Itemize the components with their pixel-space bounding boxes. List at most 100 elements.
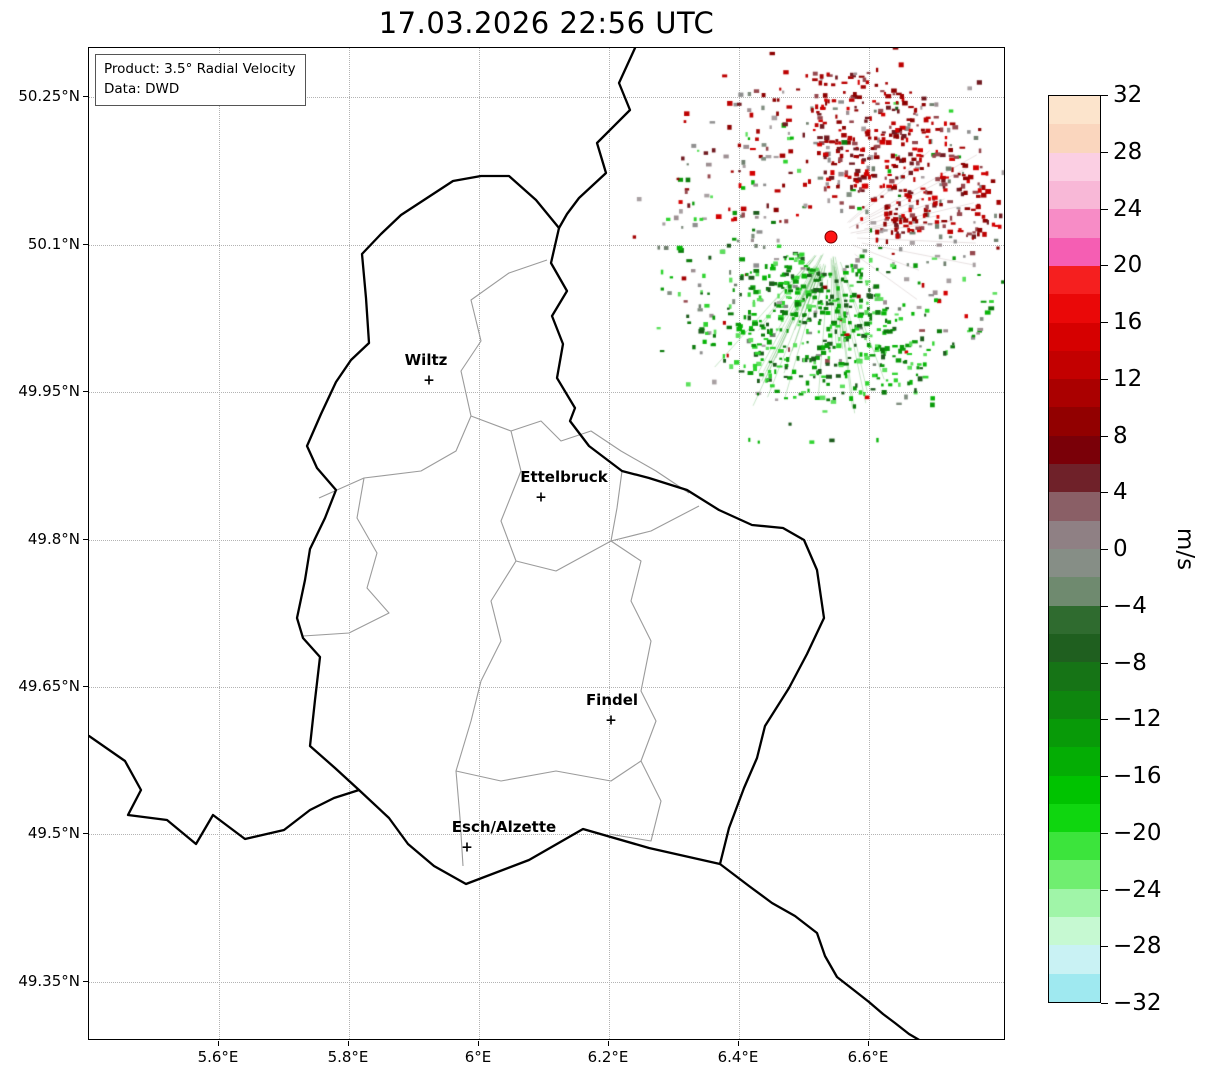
- colorbar-segment: [1049, 492, 1100, 521]
- colorbar-tick-label: −32: [1113, 990, 1162, 1016]
- colorbar-tick-label: 0: [1113, 536, 1128, 562]
- colorbar-tick-mark: [1101, 378, 1108, 380]
- colorbar-segment: [1049, 294, 1100, 323]
- colorbar-segment: [1049, 917, 1100, 946]
- data-source-label: Data: DWD: [104, 81, 180, 98]
- colorbar-unit-label: m/s: [1172, 527, 1198, 571]
- y-tick-label: 50.1°N: [27, 235, 80, 253]
- figure-title: 17.03.2026 22:56 UTC: [378, 6, 715, 40]
- colorbar-segment: [1049, 265, 1100, 295]
- colorbar-tick-mark: [1101, 719, 1108, 721]
- colorbar-tick-mark: [1101, 1003, 1108, 1004]
- x-tick-label: 6.6°E: [847, 1048, 889, 1066]
- y-tick-mark: [83, 391, 88, 392]
- x-tick-mark: [608, 1040, 609, 1046]
- x-tick-label: 6.4°E: [717, 1048, 759, 1066]
- colorbar-tick-label: 4: [1113, 479, 1128, 506]
- y-tick-mark: [83, 539, 88, 540]
- colorbar-tick-mark: [1101, 151, 1108, 153]
- colorbar-tick-label: −16: [1113, 763, 1162, 789]
- colorbar-segment: [1049, 379, 1100, 408]
- y-tick-label: 49.8°N: [27, 530, 80, 548]
- colorbar-segment: [1049, 435, 1100, 465]
- colorbar-tick-mark: [1101, 265, 1108, 267]
- product-info-box: Product: 3.5° Radial Velocity Data: DWD: [95, 54, 306, 106]
- colorbar-segment: [1049, 860, 1100, 889]
- colorbar-tick-mark: [1101, 95, 1108, 96]
- map-plot: + Wiltz + Ettelbruck + Findel + Esch/Alzette Pr…: [88, 47, 1005, 1040]
- colorbar-tick-mark: [1101, 832, 1108, 834]
- city-label: Findel: [585, 691, 639, 709]
- x-tick-mark: [348, 1040, 349, 1046]
- colorbar-segment: [1049, 350, 1100, 380]
- colorbar-tick-mark: [1101, 605, 1108, 607]
- colorbar-tick-label: −8: [1113, 649, 1147, 676]
- city-marker: +: [605, 712, 617, 729]
- colorbar-segment: [1049, 803, 1100, 833]
- x-tick-label: 6°E: [464, 1048, 492, 1066]
- x-tick-label: 5.6°E: [197, 1048, 239, 1066]
- city-marker: +: [461, 839, 473, 856]
- y-tick-label: 49.65°N: [18, 677, 80, 695]
- radar-velocity-scatter: [89, 48, 1004, 1039]
- colorbar-segment: [1049, 973, 1100, 1002]
- colorbar-segment: [1049, 464, 1100, 493]
- city-label: Wiltz: [404, 351, 448, 369]
- colorbar-segment: [1049, 605, 1100, 634]
- colorbar-tick-mark: [1101, 208, 1108, 210]
- colorbar-tick-label: 16: [1113, 309, 1143, 335]
- city-label: Ettelbruck: [520, 468, 608, 486]
- x-tick-label: 6.2°E: [587, 1048, 629, 1066]
- city-marker: +: [535, 489, 547, 506]
- colorbar-tick-mark: [1101, 322, 1108, 323]
- radar-site-marker: [824, 230, 838, 244]
- colorbar-tick-label: 20: [1113, 252, 1143, 279]
- x-tick-mark: [218, 1040, 219, 1046]
- y-tick-mark: [83, 833, 88, 834]
- y-tick-label: 49.95°N: [18, 382, 80, 400]
- y-tick-mark: [83, 981, 88, 982]
- colorbar-tick-label: 24: [1113, 195, 1143, 222]
- colorbar-segment: [1049, 124, 1100, 153]
- city-marker: +: [423, 372, 435, 389]
- x-tick-mark: [868, 1040, 869, 1046]
- colorbar-tick-label: −20: [1113, 819, 1162, 846]
- colorbar-tick-label: 28: [1113, 138, 1143, 165]
- colorbar-segment: [1049, 520, 1100, 549]
- colorbar-tick-label: 32: [1113, 82, 1143, 108]
- colorbar-tick-label: 12: [1113, 365, 1143, 392]
- colorbar-tick-mark: [1101, 435, 1108, 437]
- colorbar-segment: [1049, 945, 1100, 974]
- colorbar-tick-mark: [1101, 776, 1108, 777]
- colorbar-segment: [1049, 888, 1100, 918]
- colorbar-segment: [1049, 407, 1100, 436]
- y-tick-mark: [83, 96, 88, 97]
- colorbar-tick-label: 8: [1113, 422, 1128, 449]
- product-label: Product: 3.5° Radial Velocity: [104, 61, 296, 77]
- y-tick-label: 50.25°N: [18, 87, 80, 105]
- colorbar-segment: [1049, 775, 1100, 804]
- x-tick-label: 5.8°E: [327, 1048, 369, 1066]
- colorbar-segment: [1049, 237, 1100, 266]
- colorbar-tick-mark: [1101, 549, 1108, 550]
- colorbar-tick-mark: [1101, 492, 1108, 494]
- colorbar-segment: [1049, 690, 1100, 719]
- y-tick-label: 49.5°N: [27, 824, 80, 842]
- y-tick-mark: [83, 686, 88, 687]
- colorbar-segment: [1049, 747, 1100, 776]
- colorbar-tick-mark: [1101, 662, 1108, 664]
- colorbar-segment: [1049, 718, 1100, 748]
- colorbar-segment: [1049, 180, 1100, 210]
- colorbar-segment: [1049, 662, 1100, 691]
- colorbar-tick-label: −28: [1113, 933, 1162, 960]
- colorbar-tick-label: −12: [1113, 706, 1162, 733]
- y-tick-label: 49.35°N: [18, 972, 80, 990]
- colorbar-segment: [1049, 549, 1100, 578]
- colorbar-tick-mark: [1101, 889, 1108, 891]
- colorbar-segment: [1049, 577, 1100, 606]
- colorbar-tick-label: −4: [1113, 592, 1147, 619]
- colorbar-segment: [1049, 633, 1100, 663]
- colorbar-segment: [1049, 152, 1100, 181]
- colorbar-tick-mark: [1101, 946, 1108, 948]
- city-label: Esch/Alzette: [451, 818, 557, 836]
